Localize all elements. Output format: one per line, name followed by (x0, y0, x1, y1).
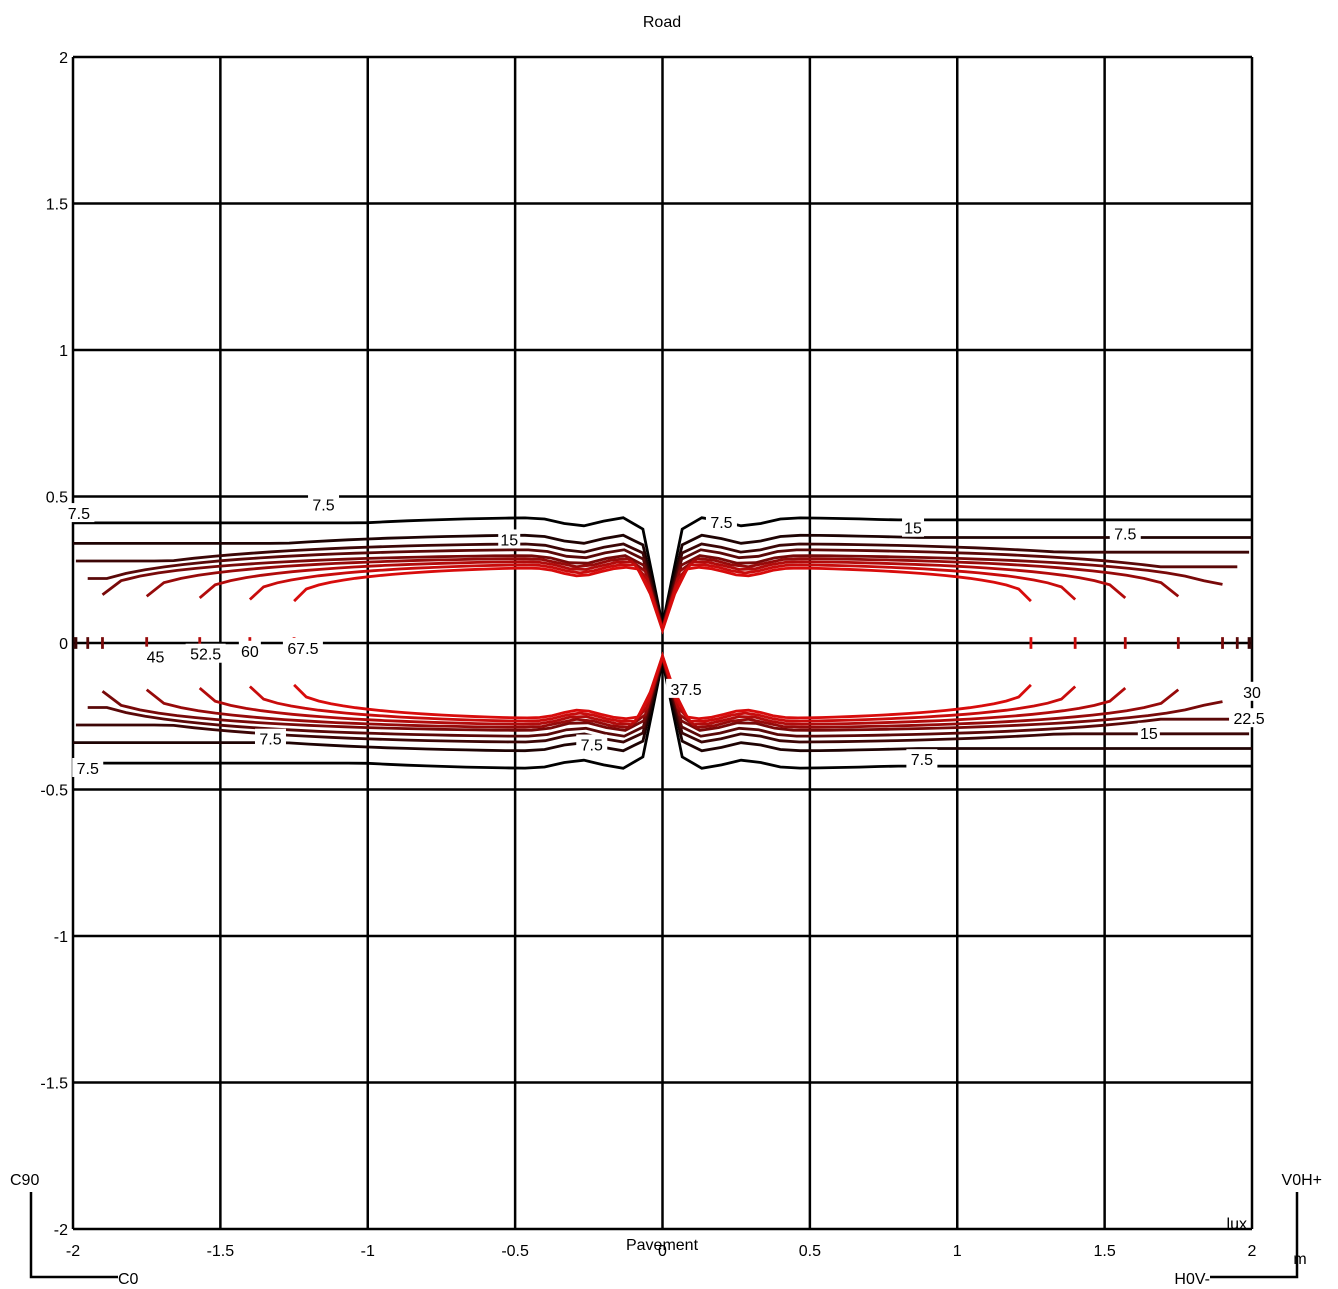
contour-label-14: 15 (1140, 726, 1158, 743)
contour-label-1: 7.5 (710, 515, 732, 532)
contour-label-bg-12 (906, 749, 938, 769)
top-label: Road (643, 14, 681, 31)
bottom-label: Pavement (626, 1237, 699, 1254)
contour-label-bg-3 (498, 529, 521, 549)
contour-label-bg-13 (72, 757, 104, 777)
contour-label-bg-2 (1109, 523, 1141, 543)
y-tick-label-8: -2 (54, 1222, 68, 1239)
contour-label-0: 7.5 (312, 497, 334, 514)
contour-lines (73, 516, 1252, 770)
contour-label-bg-11 (576, 734, 608, 754)
orientation-indicator-left: C90 C0 (10, 1172, 139, 1288)
contour-label-6: 52.5 (190, 647, 221, 664)
contour-label-bg-9 (666, 678, 707, 698)
contour-label-bg-0 (308, 494, 340, 514)
contour-label-3: 15 (500, 532, 518, 549)
contour-label-bg-6 (185, 643, 226, 663)
orientation-right-bracket (1210, 1192, 1299, 1279)
contour-label-17: 7.5 (68, 506, 90, 523)
x-tick-label-6: 1 (953, 1243, 962, 1260)
axis-ticks: -2 -1.5 -1 -0.5 0 0.5 1 1.5 2 2 1.5 1 0.5 0 -0.5 -1 -1.5… (40, 50, 1256, 1260)
contour-label-7: 60 (241, 644, 259, 661)
contour-label-bg-1 (705, 511, 737, 531)
axis-unit-label: m (1293, 1251, 1306, 1268)
y-tick-label-2: 1 (59, 343, 68, 360)
x-tick-label-1: -1.5 (207, 1243, 235, 1260)
y-tick-label-7: -1.5 (40, 1076, 68, 1093)
contour-67.5-lower (293, 651, 1032, 721)
contour-label-2: 7.5 (1114, 527, 1136, 544)
contour-label-12: 7.5 (911, 752, 933, 769)
grid (71, 55, 1254, 1231)
y-tick-label-5: -0.5 (40, 783, 68, 800)
contour-67.5-upper (293, 565, 1032, 635)
x-tick-label-2: -1 (361, 1243, 375, 1260)
contour-label-13: 7.5 (77, 761, 99, 778)
y-tick-label-3: 0.5 (46, 490, 68, 507)
orientation-right-bottom: H0V- (1174, 1271, 1210, 1288)
y-tick-label-0: 2 (59, 50, 68, 67)
x-tick-label-0: -2 (66, 1243, 80, 1260)
contour-label-bg-5 (144, 646, 167, 666)
contour-label-9: 37.5 (671, 682, 702, 699)
unit-label: lux (1227, 1216, 1247, 1233)
contour-label-bg-15 (1229, 708, 1270, 728)
contour-label-bg-14 (1137, 722, 1160, 742)
orientation-left-top: C90 (10, 1172, 39, 1189)
contour-label-5: 45 (147, 650, 165, 667)
x-tick-label-5: 0.5 (799, 1243, 821, 1260)
orientation-indicator-right: V0H+ H0V- (1174, 1172, 1322, 1288)
x-tick-label-4: 0 (658, 1243, 667, 1260)
y-tick-label-1: 1.5 (46, 197, 68, 214)
orientation-left-bottom: C0 (118, 1271, 139, 1288)
contour-label-bg-17 (63, 503, 95, 523)
x-tick-label-8: 2 (1248, 1243, 1257, 1260)
contour-label-11: 7.5 (581, 738, 603, 755)
orientation-right-top: V0H+ (1282, 1172, 1322, 1189)
contour-label-8: 67.5 (287, 641, 318, 658)
contour-label-bg-16 (1241, 681, 1263, 701)
orientation-left-bracket (29, 1192, 118, 1279)
x-tick-label-7: 1.5 (1094, 1243, 1116, 1260)
y-tick-label-4: 0 (59, 636, 68, 653)
contour-label-15: 22.5 (1233, 711, 1264, 728)
contour-label-4: 15 (904, 521, 922, 538)
contour-label-bg-7 (238, 640, 261, 660)
contour-label-16: 30 (1243, 685, 1261, 702)
contour-label-10: 7.5 (259, 732, 281, 749)
contour-labels: 7.5 7.5 7.5 15 15 45 52.5 60 67.5 37.5 7.5 7.5 7.5 7.… (63, 494, 1270, 778)
x-tick-label-3: -0.5 (501, 1243, 529, 1260)
contour-label-bg-4 (902, 517, 925, 537)
contour-label-bg-10 (254, 728, 286, 748)
contour-label-bg-8 (282, 637, 323, 657)
y-tick-label-6: -1 (54, 929, 68, 946)
